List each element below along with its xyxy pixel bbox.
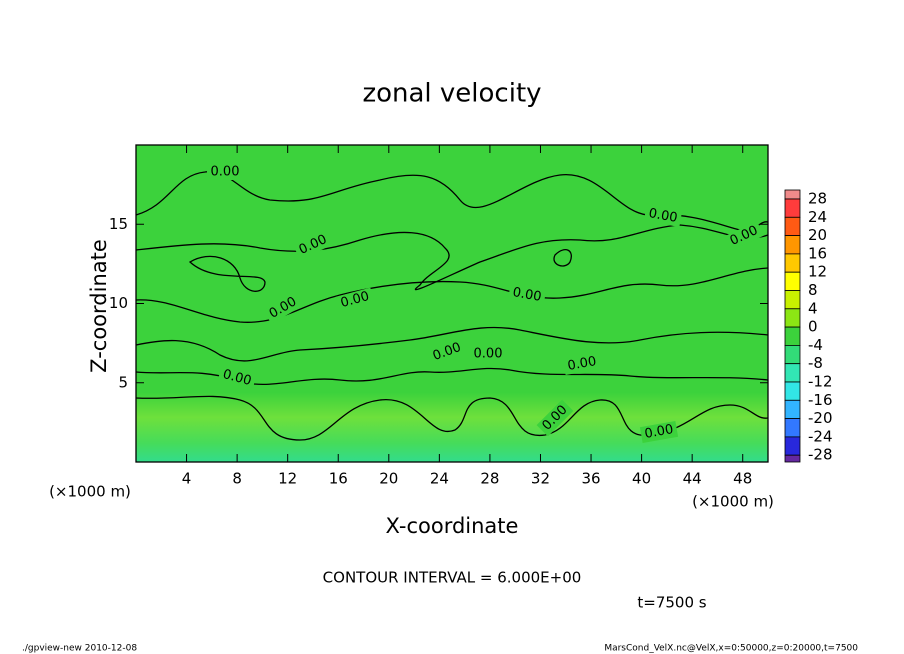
y-unit: (×1000 m) <box>49 483 131 501</box>
colorbar-label: 20 <box>808 226 827 244</box>
x-tick-label: 16 <box>329 470 348 488</box>
contour-label-bg <box>536 399 574 437</box>
colorbar-label: 12 <box>808 263 827 281</box>
chart-title: zonal velocity <box>362 79 541 109</box>
colorbar-box <box>784 454 801 463</box>
field <box>136 145 768 462</box>
contour-label-bg <box>470 346 506 362</box>
colorbar-label: -24 <box>808 427 833 445</box>
y-axis-title: Z-coordinate <box>87 239 111 373</box>
colorbar-label: -16 <box>808 391 833 409</box>
contour-label-bg <box>562 352 602 376</box>
contour-label-bg <box>507 283 547 307</box>
colorbar-label: 8 <box>808 281 818 299</box>
x-tick-label: 40 <box>632 470 651 488</box>
colorbar-label: -28 <box>808 446 833 464</box>
colorbar-box <box>784 418 801 438</box>
colorbar-label: 0 <box>808 318 818 336</box>
contour-label-bg <box>335 287 375 313</box>
x-tick-label: 36 <box>581 470 600 488</box>
colorbar-box <box>784 235 801 255</box>
contour-line <box>135 224 769 291</box>
contour-label-bg <box>293 230 333 260</box>
contour-label-bg <box>263 292 303 324</box>
contour-line <box>188 255 266 292</box>
colorbar-label: -20 <box>808 409 833 427</box>
x-unit: (×1000 m) <box>692 493 774 511</box>
x-axis-title: X-coordinate <box>386 514 519 538</box>
x-tick-label: 12 <box>278 470 297 488</box>
x-tick-label: 8 <box>232 470 242 488</box>
footer-left: ./gpview-new 2010-12-08 <box>22 644 137 654</box>
x-tick-label: 32 <box>531 470 550 488</box>
y-tick-label: 10 <box>109 294 128 312</box>
x-tick-label: 28 <box>480 470 499 488</box>
colorbar-box <box>784 290 801 310</box>
colorbar-box <box>784 326 801 346</box>
colorbar-label: -4 <box>808 336 823 354</box>
colorbar-box <box>784 216 801 237</box>
contour-label: 0.00 <box>474 347 503 362</box>
colorbar-box <box>784 253 801 273</box>
contour-label: 0.00 <box>211 165 240 180</box>
colorbar-label: 16 <box>808 244 827 262</box>
contour-line <box>553 249 572 267</box>
colorbar-box <box>784 363 801 383</box>
contour-label: 0.00 <box>221 367 253 389</box>
colorbar-box <box>784 436 801 456</box>
colorbar-box <box>784 198 801 218</box>
colorbar-box <box>784 308 801 328</box>
contour-label: 0.00 <box>339 289 371 311</box>
y-tick-label: 15 <box>109 215 128 233</box>
contour-label: 0.00 <box>643 422 674 442</box>
contour-label-bg <box>639 420 679 444</box>
time-label: t=7500 s <box>637 594 706 612</box>
colorbar-box <box>784 189 801 200</box>
colorbar-box <box>784 344 801 365</box>
contour-label: 0.00 <box>566 354 597 374</box>
colorbar-label: 24 <box>808 208 827 226</box>
contour-interval: CONTOUR INTERVAL = 6.000E+00 <box>323 569 582 587</box>
contour-label-bg <box>427 338 467 366</box>
contour-line <box>135 326 769 362</box>
contour-line <box>135 267 769 323</box>
colorbar-label: 4 <box>808 299 818 317</box>
colorbar-label: 28 <box>808 190 827 208</box>
x-tick-label: 20 <box>379 470 398 488</box>
contour-label: 0.00 <box>647 206 678 226</box>
colorbar-label: -8 <box>808 354 823 372</box>
colorbar-label: -12 <box>808 373 833 391</box>
colorbar-box <box>784 399 801 419</box>
colorbar-box <box>784 271 801 291</box>
contour-label-bg <box>207 164 243 180</box>
contour-label-bg <box>643 204 683 228</box>
contour-label-bg <box>724 221 764 251</box>
colorbar-box <box>784 381 801 401</box>
x-tick-label: 24 <box>430 470 449 488</box>
x-tick-label: 4 <box>182 470 192 488</box>
footer-right: MarsCond_VelX.nc@VelX,x=0:50000,z=0:2000… <box>604 644 858 654</box>
contour-label-bg <box>217 365 257 391</box>
y-tick-label: 5 <box>118 373 128 391</box>
x-tick-label: 44 <box>683 470 702 488</box>
x-tick-label: 48 <box>733 470 752 488</box>
contour-label: 0.00 <box>511 285 542 305</box>
